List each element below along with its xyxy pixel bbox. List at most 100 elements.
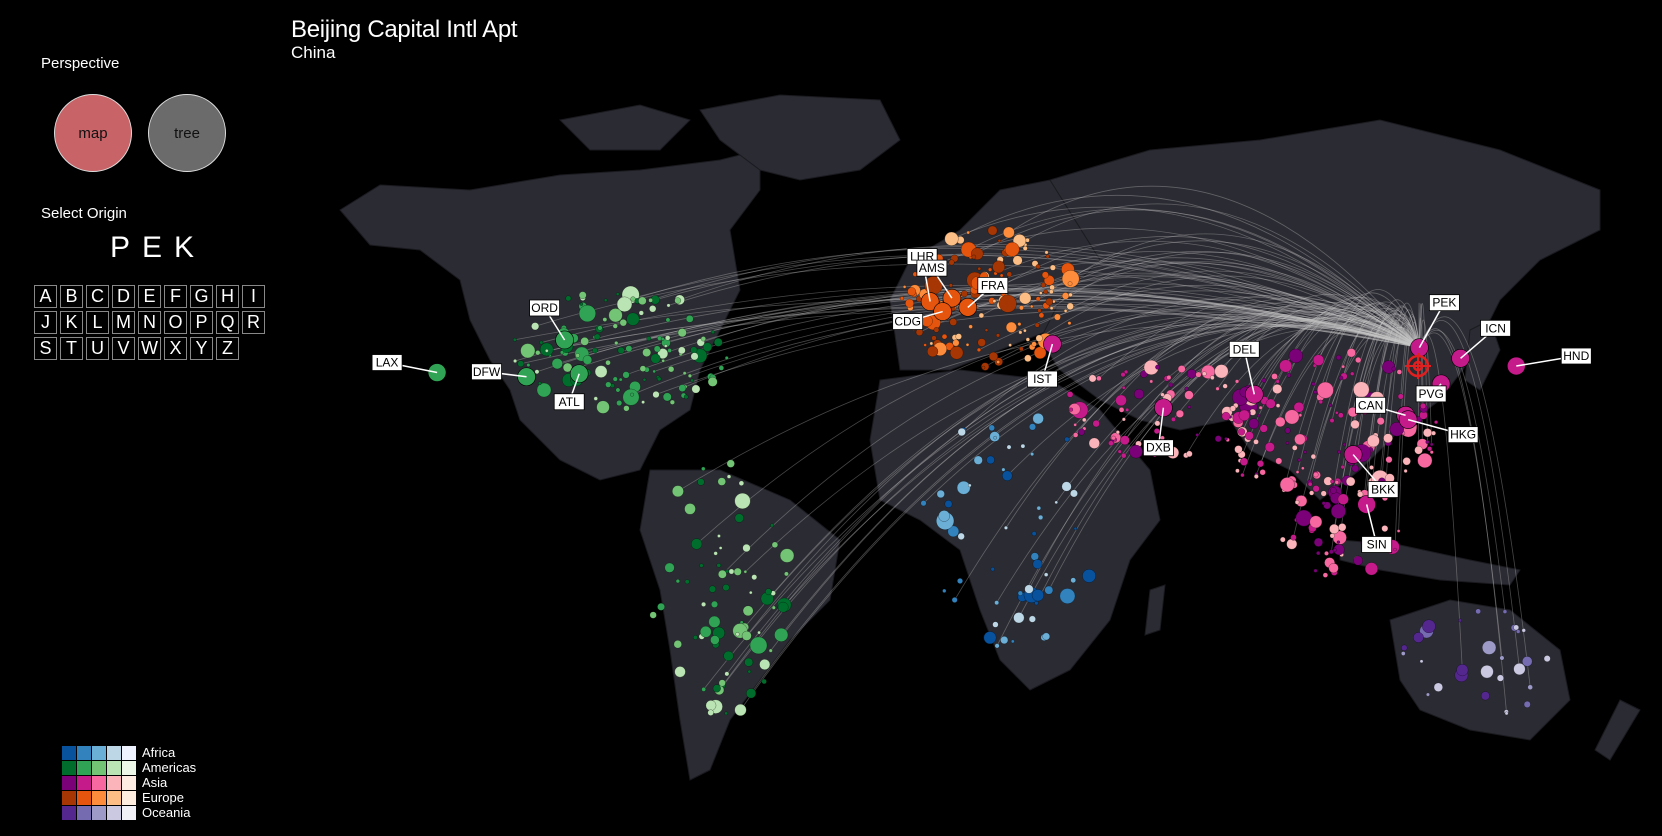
airport-dot[interactable] — [1030, 452, 1035, 457]
airport-dot[interactable] — [710, 330, 715, 335]
letter-button-y[interactable]: Y — [190, 337, 213, 360]
letter-button-c[interactable]: C — [86, 285, 109, 308]
airport-dot[interactable] — [1010, 639, 1015, 644]
airport-dot[interactable] — [1248, 418, 1260, 430]
airport-dot[interactable] — [1004, 241, 1020, 257]
airport-dot[interactable] — [1253, 439, 1259, 445]
airport-dot[interactable] — [718, 679, 726, 687]
airport-dot[interactable] — [1031, 589, 1045, 602]
airport-dot[interactable] — [988, 267, 993, 272]
letter-button-s[interactable]: S — [34, 337, 57, 360]
airport-dot[interactable] — [1035, 334, 1043, 342]
airport-dot[interactable] — [1401, 644, 1408, 652]
airport-dot[interactable] — [1318, 399, 1323, 405]
airport-dot[interactable] — [1376, 417, 1385, 426]
airport-dot[interactable] — [1239, 457, 1249, 466]
airport-dot[interactable] — [976, 347, 982, 353]
airport-dot[interactable] — [1222, 383, 1228, 389]
airport-dot[interactable] — [1381, 525, 1389, 532]
airport-dot[interactable] — [923, 343, 927, 347]
airport-dot[interactable] — [1275, 457, 1283, 465]
airport-dot[interactable] — [1240, 472, 1245, 478]
airport-dot[interactable] — [1334, 480, 1339, 485]
airport-dot[interactable] — [702, 342, 713, 352]
airport-label-ord[interactable]: ORD — [531, 301, 558, 315]
airport-dot[interactable] — [1523, 700, 1531, 708]
airport-dot[interactable] — [677, 328, 687, 338]
airport-dot[interactable] — [1006, 271, 1013, 278]
airport-dot[interactable] — [1054, 500, 1059, 505]
airport-dot[interactable] — [717, 534, 721, 538]
airport-dot[interactable] — [682, 371, 687, 376]
airport-dot[interactable] — [1309, 490, 1315, 496]
airport-dot[interactable] — [683, 394, 689, 400]
airport-dot[interactable] — [657, 376, 662, 382]
airport-dot[interactable] — [1028, 615, 1036, 623]
airport-dot[interactable] — [1123, 369, 1129, 375]
airport-dot[interactable] — [1043, 289, 1049, 295]
airport-dot[interactable] — [1170, 416, 1176, 422]
airport-dot[interactable] — [1210, 375, 1215, 380]
airport-dot[interactable] — [956, 480, 971, 495]
airport-dot[interactable] — [1024, 354, 1032, 363]
airport-dot[interactable] — [751, 574, 758, 581]
airport-dot[interactable] — [993, 435, 997, 440]
airport-dot[interactable] — [593, 396, 598, 401]
airport-dot[interactable] — [1020, 443, 1026, 449]
airport-label-ist[interactable]: IST — [1033, 372, 1052, 386]
airport-dot[interactable] — [951, 596, 958, 603]
airport-dot[interactable] — [1301, 466, 1305, 471]
airport-dot[interactable] — [1312, 485, 1320, 493]
airport-dot[interactable] — [1350, 371, 1355, 376]
airport-dot[interactable] — [1160, 392, 1165, 397]
airport-dot[interactable] — [1154, 420, 1161, 427]
airport-dot[interactable] — [1008, 343, 1012, 347]
airport-dot[interactable] — [1337, 449, 1342, 454]
airport-dot[interactable] — [761, 678, 767, 685]
airport-dot[interactable] — [1335, 410, 1339, 415]
letter-button-n[interactable]: N — [138, 311, 161, 334]
airport-dot[interactable] — [1019, 346, 1024, 352]
airport-dot[interactable] — [717, 569, 727, 579]
airport-dot[interactable] — [622, 371, 630, 379]
airport-dot[interactable] — [657, 348, 669, 360]
airport-dot[interactable] — [622, 388, 640, 406]
airport-dot[interactable] — [551, 358, 563, 370]
airport-dot[interactable] — [582, 355, 593, 365]
airport-dot[interactable] — [612, 376, 618, 382]
airport-dot[interactable] — [1393, 547, 1397, 552]
airport-dot[interactable] — [614, 340, 619, 346]
airport-dot[interactable] — [1294, 433, 1306, 446]
airport-dot[interactable] — [684, 503, 696, 515]
airport-dot[interactable] — [578, 304, 597, 323]
airport-dot[interactable] — [662, 392, 672, 402]
airport-dot[interactable] — [1088, 437, 1100, 449]
airport-dot[interactable] — [899, 296, 905, 301]
airport-dot[interactable] — [1313, 390, 1318, 395]
airport-dot[interactable] — [1234, 379, 1240, 384]
airport-dot[interactable] — [733, 567, 742, 576]
airport-dot[interactable] — [741, 630, 752, 641]
airport-dot[interactable] — [1092, 419, 1100, 428]
airport-dot[interactable] — [1397, 393, 1404, 400]
airport-label-fra[interactable]: FRA — [981, 278, 1005, 292]
airport-dot[interactable] — [578, 291, 587, 300]
airport-dot[interactable] — [1121, 417, 1126, 422]
letter-button-o[interactable]: O — [164, 311, 187, 334]
airport-dot[interactable] — [1082, 568, 1096, 583]
airport-dot[interactable] — [745, 688, 757, 699]
airport-dot[interactable] — [1321, 501, 1326, 506]
airport-dot[interactable] — [1429, 450, 1434, 455]
airport-dot[interactable] — [684, 579, 690, 585]
airport-dot[interactable] — [539, 340, 544, 345]
airport-dot[interactable] — [605, 381, 612, 388]
airport-dot[interactable] — [1215, 386, 1220, 391]
airport-dot[interactable] — [1294, 499, 1300, 505]
airport-dot[interactable] — [565, 295, 572, 302]
airport-dot[interactable] — [1235, 468, 1240, 474]
airport-dot[interactable] — [1040, 282, 1046, 288]
airport-dot[interactable] — [1313, 537, 1323, 547]
airport-dot[interactable] — [1504, 711, 1509, 716]
airport-dot[interactable] — [929, 341, 934, 346]
airport-dot[interactable] — [701, 687, 707, 692]
